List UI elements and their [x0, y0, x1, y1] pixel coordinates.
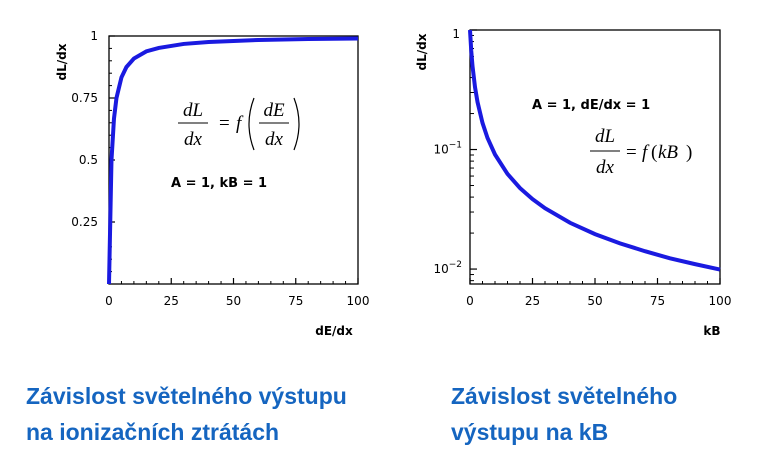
x-tick-label: 100: [709, 294, 732, 308]
y-tick-labels: 1 10−1 10−2: [433, 27, 462, 276]
y-tick-labels: 0.25 0.5 0.75 1: [71, 29, 98, 229]
y-tick-label: 0.5: [79, 153, 98, 167]
series-line: [107, 36, 359, 285]
formula-function: f: [236, 113, 244, 134]
x-tick-label: 0: [466, 294, 474, 308]
formula-left-paren: [248, 97, 255, 151]
tick-marks: [469, 29, 721, 284]
x-tick-label: 50: [587, 294, 602, 308]
caption-line: na ionizačních ztrátách: [26, 419, 280, 445]
formula-arg-denominator: dx: [265, 129, 284, 150]
x-tick-label: 75: [288, 294, 303, 308]
x-tick-label: 0: [105, 294, 113, 308]
y-tick-label: 0.25: [71, 215, 98, 229]
chart-light-output-vs-energy-loss: 0 25 50 75 100 0.25 0.5 0.75 1 dL/dx dE/dx dL d…: [55, 29, 369, 338]
caption-line: výstupu na kB: [451, 419, 609, 445]
formula: dL dx = f dE dx: [178, 97, 300, 151]
formula-lhs-numerator: dL: [183, 100, 203, 121]
y-tick-label: 10−2: [433, 260, 462, 276]
caption-right: Závislost světelného výstupu na kB: [451, 378, 677, 450]
caption-line: Závislost světelného výstupu: [26, 383, 347, 409]
formula: dL dx = f ( kB ): [590, 126, 692, 178]
annotation-params: A = 1, dE/dx = 1: [532, 98, 650, 113]
formula-equals: =: [626, 142, 637, 163]
formula-left-paren: (: [651, 142, 657, 163]
x-tick-label: 25: [164, 294, 179, 308]
y-tick-label: 10−1: [433, 141, 462, 157]
x-axis-label: kB: [703, 324, 720, 338]
y-tick-label: 1: [90, 29, 98, 43]
x-tick-label: 50: [226, 294, 241, 308]
y-tick-label: 0.75: [71, 91, 98, 105]
formula-function: f: [642, 142, 650, 163]
y-axis-label: dL/dx: [415, 33, 429, 70]
caption-line: Závislost světelného: [451, 383, 678, 409]
x-tick-labels: 0 25 50 75 100: [105, 294, 369, 308]
x-axis-label: dE/dx: [315, 324, 353, 338]
annotation-params: A = 1, kB = 1: [171, 176, 267, 191]
chart-light-output-vs-kb: 0 25 50 75 100 1 10−1 10−2 dL/dx kB A = 1, dE/…: [415, 27, 731, 338]
y-tick-label: 1: [452, 27, 460, 41]
x-tick-label: 25: [525, 294, 540, 308]
formula-lhs-denominator: dx: [596, 157, 615, 178]
caption-left: Závislost světelného výstupu na ionizačn…: [26, 378, 347, 450]
formula-argument: kB: [658, 142, 678, 163]
formula-lhs-numerator: dL: [595, 126, 615, 147]
series-line: [468, 29, 721, 272]
x-tick-labels: 0 25 50 75 100: [466, 294, 731, 308]
formula-equals: =: [219, 113, 230, 134]
formula-right-paren: [293, 97, 300, 151]
tick-marks: [108, 35, 359, 284]
formula-right-paren: ): [686, 142, 692, 163]
plot-frame: [108, 35, 359, 285]
x-tick-label: 75: [650, 294, 665, 308]
formula-lhs-denominator: dx: [184, 129, 203, 150]
y-axis-label: dL/dx: [55, 43, 69, 80]
formula-arg-numerator: dE: [263, 100, 285, 121]
x-tick-label: 100: [347, 294, 370, 308]
plot-frame: [469, 29, 721, 285]
